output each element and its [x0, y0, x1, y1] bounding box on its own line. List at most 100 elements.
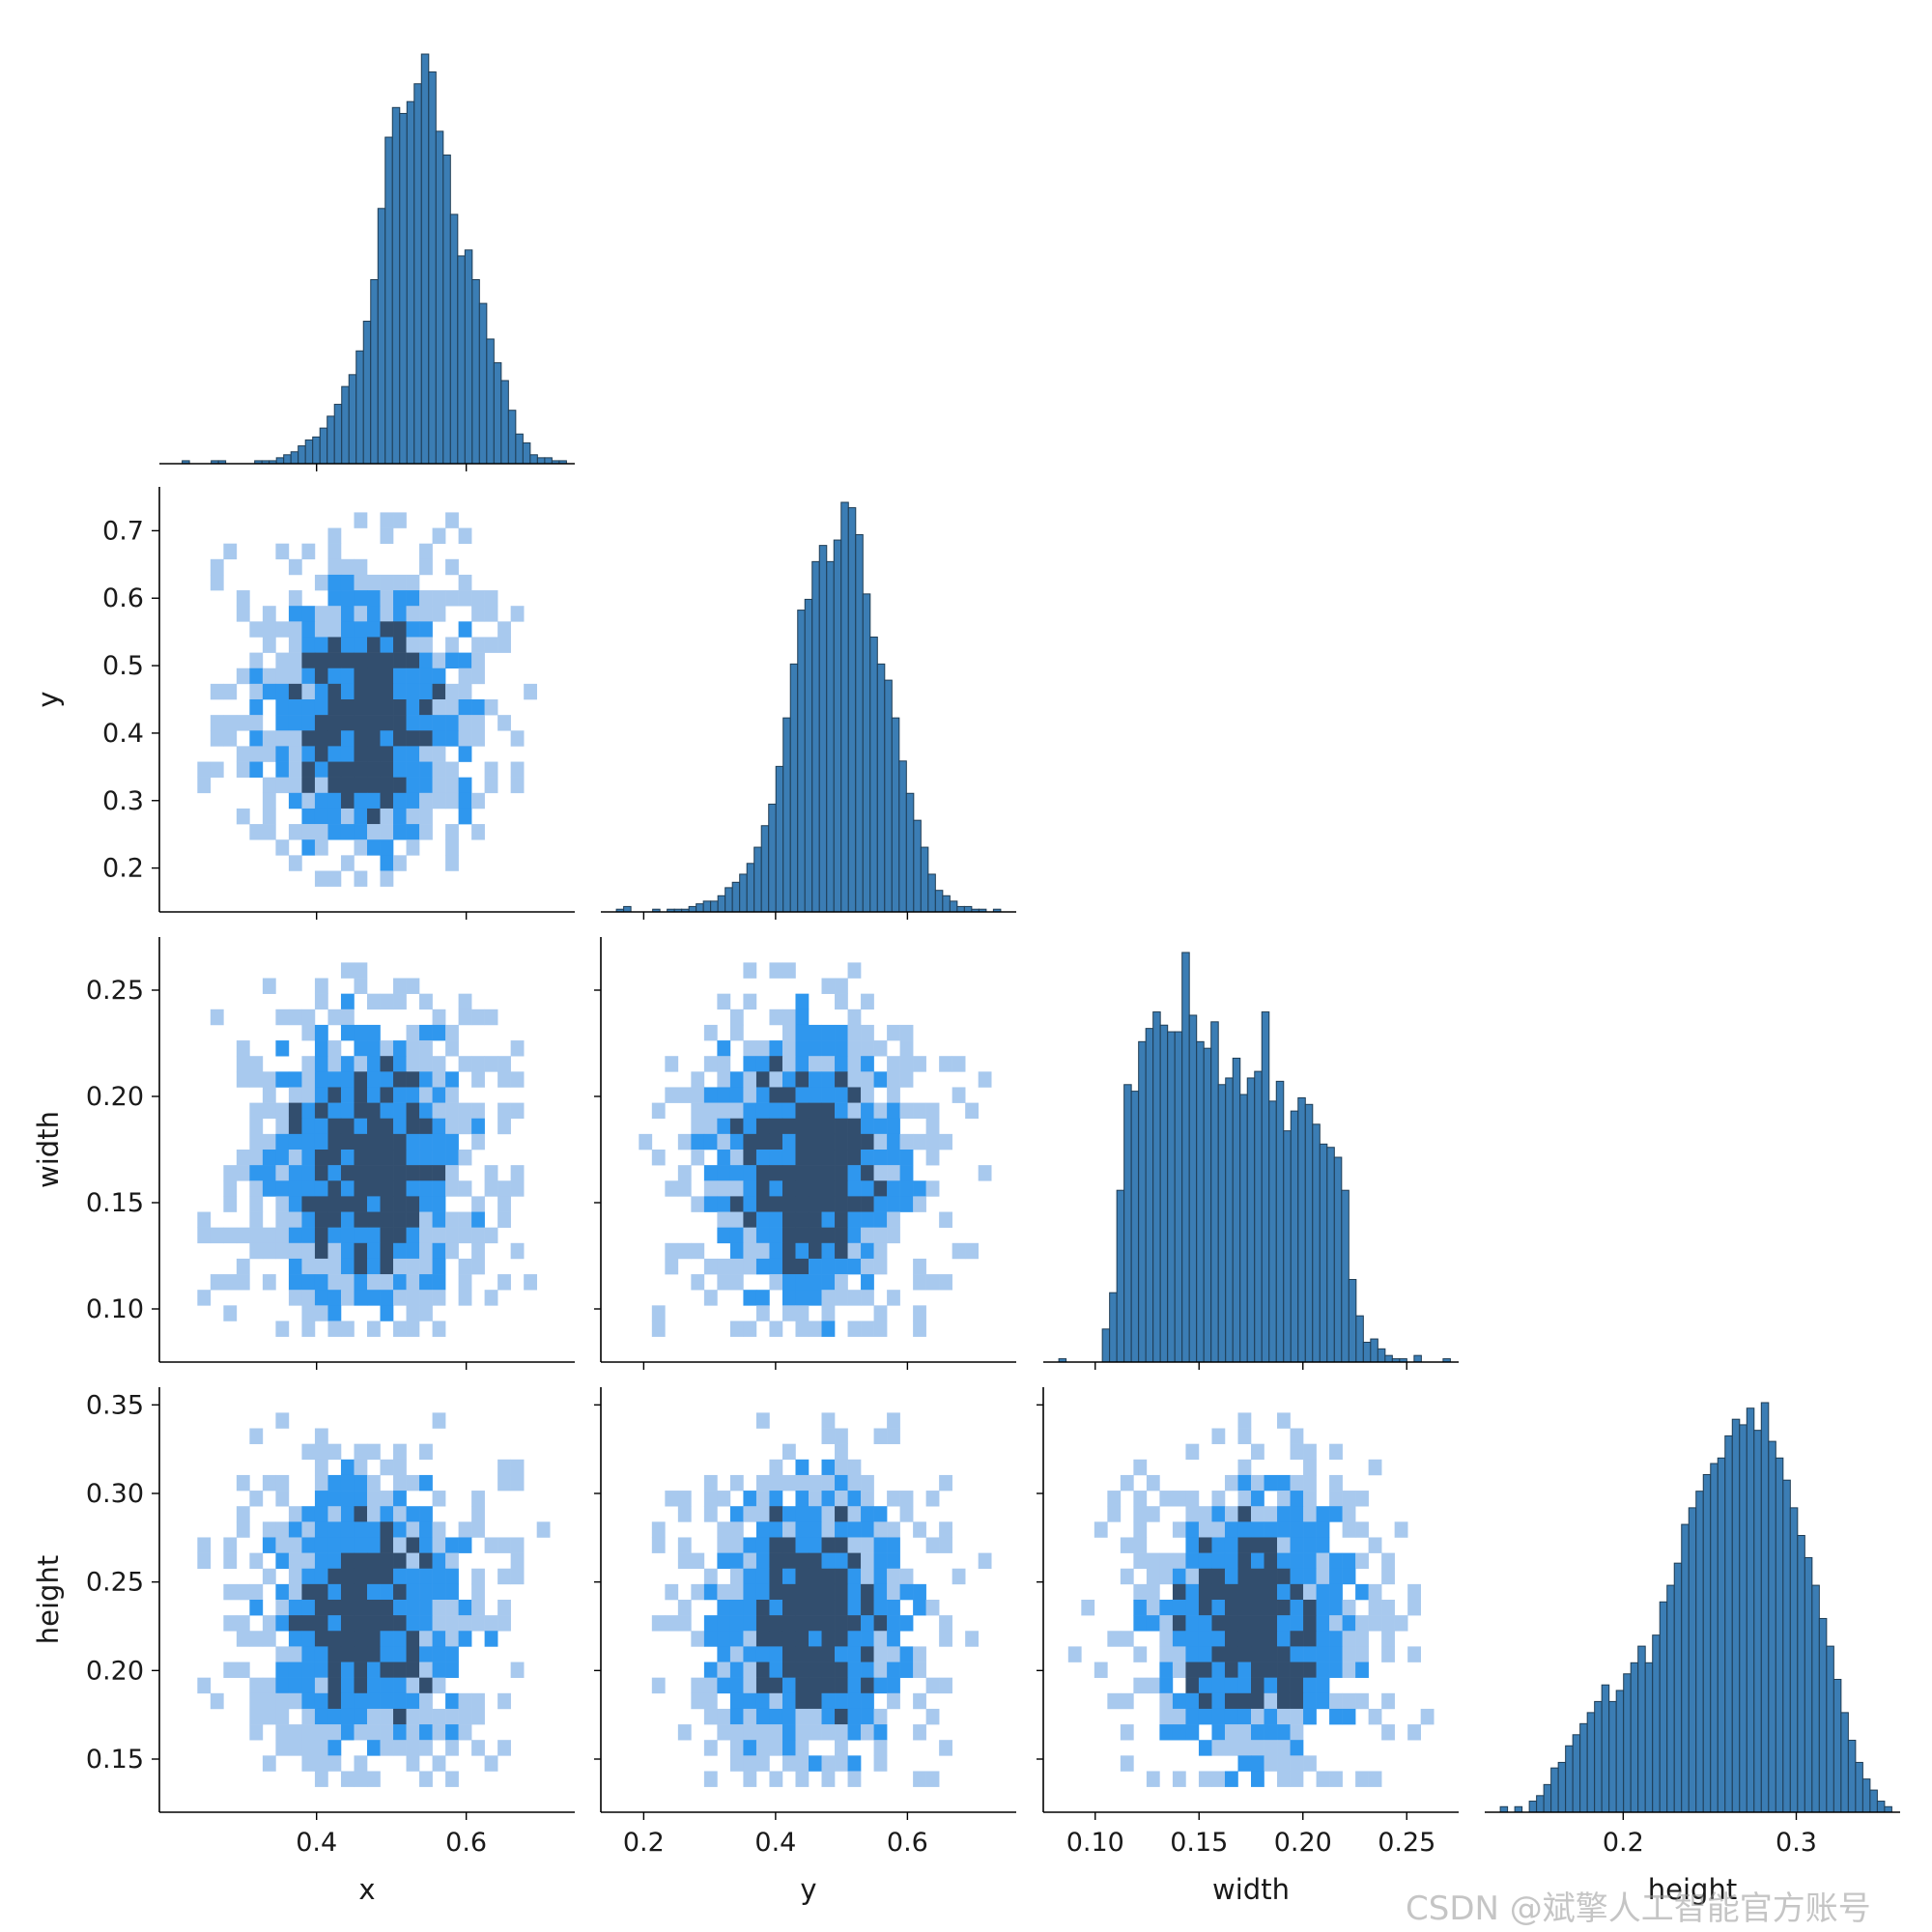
hist2d-cell-x-y [327, 715, 342, 731]
hist2d-cell-x-width [236, 1274, 250, 1291]
hist2d-cell-x-y [445, 512, 459, 528]
hist2d-cell-y-width [717, 1087, 731, 1103]
hist2d-cell-x-y [301, 746, 316, 762]
hist-bar-height [1659, 1601, 1668, 1813]
hist2d-cell-width-height [1237, 1662, 1252, 1678]
hist2d-cell-x-height [262, 1615, 276, 1632]
hist2d-cell-width-height [1277, 1646, 1291, 1662]
hist2d-cell-width-height [1172, 1692, 1186, 1710]
hist2d-cell-y-height [781, 1600, 796, 1616]
hist2d-cell-x-height [406, 1631, 420, 1647]
hist2d-cell-y-height [887, 1692, 900, 1710]
hist2d-cell-y-width [913, 1133, 926, 1151]
hist2d-cell-x-y [288, 824, 302, 840]
hist2d-cell-x-y [380, 652, 394, 669]
hist2d-cell-x-width [340, 993, 355, 1010]
hist2d-cell-width-height [1316, 1677, 1330, 1694]
hist2d-cell-width-height [1251, 1662, 1264, 1678]
hist-bar-x [298, 445, 306, 465]
hist2d-cell-y-width [952, 1056, 966, 1072]
hist2d-cell-x-width [393, 1196, 407, 1212]
hist2d-cell-x-height [432, 1552, 446, 1570]
hist2d-cell-width-height [1355, 1491, 1369, 1507]
hist2d-cell-x-width [340, 1102, 355, 1120]
hist2d-cell-width-height [1224, 1631, 1238, 1647]
hist-bar-y [731, 881, 741, 913]
hist2d-cell-y-height [847, 1474, 862, 1492]
hist2d-cell-width-height [1251, 1677, 1264, 1694]
hist2d-cell-x-height [419, 1771, 433, 1787]
hist2d-cell-x-y [406, 683, 420, 700]
hist2d-cell-x-y [288, 730, 302, 747]
hist2d-cell-y-height [795, 1646, 810, 1662]
hist2d-cell-x-y [445, 683, 459, 700]
ytick-label-width: 0.20 [86, 1082, 144, 1112]
hist2d-cell-x-y [471, 730, 485, 747]
hist2d-cell-x-height [445, 1646, 459, 1662]
hist2d-cell-x-y [288, 621, 302, 638]
hist2d-cell-y-width [887, 1102, 900, 1120]
hist2d-cell-y-width [873, 1150, 888, 1166]
hist2d-cell-x-y [314, 746, 328, 762]
hist2d-cell-width-height [1107, 1506, 1122, 1522]
hist2d-cell-x-height [380, 1552, 394, 1570]
hist2d-cell-width-height [1264, 1552, 1278, 1570]
hist2d-cell-x-height [249, 1491, 264, 1507]
hist2d-cell-x-width [367, 1321, 381, 1337]
hist2d-cell-x-width [419, 1227, 433, 1244]
hist2d-cell-x-width [367, 1165, 381, 1181]
hist2d-cell-x-height [301, 1646, 316, 1662]
hist2d-cell-x-width [236, 1056, 250, 1072]
hist2d-cell-y-width [835, 1211, 848, 1228]
hist2d-cell-y-height [795, 1755, 810, 1772]
hist2d-cell-x-height [497, 1474, 511, 1492]
hist2d-cell-x-width [288, 1102, 302, 1120]
hist-bar-height [1514, 1805, 1523, 1813]
hist2d-cell-x-width [262, 1102, 276, 1120]
hist2d-cell-x-y [223, 683, 238, 700]
hist2d-cell-x-height [419, 1646, 433, 1662]
hist2d-cell-y-width [821, 1040, 836, 1057]
hist2d-cell-x-y [393, 699, 407, 716]
hist2d-cell-x-y [275, 652, 290, 669]
hist2d-cell-x-width [406, 1258, 420, 1275]
hist2d-cell-width-height [1290, 1615, 1304, 1632]
hist2d-cell-y-width [821, 1242, 836, 1260]
hist2d-cell-x-width [458, 1118, 472, 1135]
hist2d-cell-y-height [769, 1568, 783, 1585]
hist2d-cell-x-height [340, 1568, 355, 1585]
hist2d-cell-x-width [367, 1242, 381, 1260]
hist2d-cell-x-width [393, 1321, 407, 1337]
hist2d-cell-x-width [301, 1258, 316, 1275]
hist2d-cell-x-width [419, 1211, 433, 1228]
hist2d-cell-x-height [314, 1459, 328, 1476]
hist2d-cell-width-height [1342, 1708, 1356, 1725]
hist2d-cell-y-height [861, 1568, 874, 1585]
hist2d-cell-y-width [861, 1071, 874, 1088]
hist2d-cell-y-height [717, 1662, 731, 1678]
hist2d-cell-x-width [471, 1009, 485, 1026]
hist2d-cell-x-height [340, 1708, 355, 1725]
hist2d-cell-y-width [821, 978, 836, 994]
hist2d-cell-y-width [769, 1133, 783, 1151]
hist2d-cell-x-y [445, 839, 459, 856]
hist2d-cell-y-width [743, 1165, 757, 1181]
hist2d-cell-x-width [249, 1133, 264, 1151]
hist2d-cell-x-height [393, 1521, 407, 1538]
hist2d-cell-x-y [458, 574, 472, 591]
hist-bar-x [442, 154, 451, 465]
hist2d-cell-x-width [458, 1290, 472, 1306]
hist2d-cell-x-width [340, 1290, 355, 1306]
hist2d-cell-y-height [743, 1724, 757, 1741]
hist2d-cell-x-y [497, 621, 511, 638]
hist2d-cell-y-width [939, 1056, 952, 1072]
hist-bar-y [934, 890, 944, 913]
hist2d-cell-x-y [354, 808, 368, 825]
hist2d-cell-width-height [1159, 1552, 1174, 1570]
hist2d-cell-y-width [769, 1227, 783, 1244]
hist2d-cell-y-width [861, 1087, 874, 1103]
hist2d-cell-y-width [809, 1040, 822, 1057]
hist2d-cell-y-width [821, 1227, 836, 1244]
hist2d-cell-width-height [1237, 1583, 1252, 1601]
hist-bar-width [1370, 1338, 1378, 1363]
